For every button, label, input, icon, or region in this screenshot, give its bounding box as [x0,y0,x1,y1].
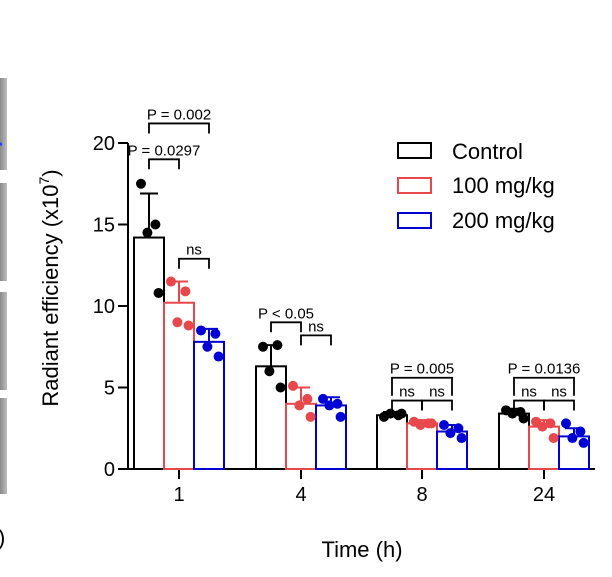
blue-circle-fragment [0,116,3,146]
x-tick-label-4: 4 [295,484,306,506]
significance-bracket [300,334,332,346]
significance-bracket [391,399,423,411]
data-point-100 mg/kg [545,418,556,429]
legend-label-200: 200 mg/kg [452,208,555,233]
data-point-Control [272,340,283,351]
bar-Control-1 [133,236,165,470]
significance-label: ns [429,384,445,401]
legend: Control 100 mg/kg 200 mg/kg [397,139,555,233]
data-point-Control [385,408,396,419]
data-point-200 mg/kg [213,351,224,362]
x-tick-label-8: 8 [416,484,427,506]
data-point-100 mg/kg [426,418,437,429]
x-tick-label-1: 1 [173,484,184,506]
data-point-100 mg/kg [288,380,298,391]
data-point-200 mg/kg [332,398,343,409]
legend-label-100: 100 mg/kg [452,173,555,198]
data-point-100 mg/kg [294,400,305,411]
legend-swatch-control [397,142,432,159]
data-point-200 mg/kg [567,433,578,444]
data-points [136,178,589,448]
significance-bracket [270,321,302,333]
y-axis-label: Radiant efficiency (x107) [36,169,63,406]
significance-bracket [421,399,453,411]
image-panel-strip-3 [0,292,7,390]
data-point-200 mg/kg [561,418,571,429]
data-point-100 mg/kg [548,433,559,444]
data-point-200 mg/kg [202,341,213,352]
significance-label: P = 0.005 [390,361,454,378]
significance-label: P = 0.0136 [508,361,581,378]
data-point-200 mg/kg [456,433,467,444]
significance-bracket [391,376,453,396]
data-point-100 mg/kg [166,276,176,287]
data-point-100 mg/kg [183,320,194,331]
x-tick-label-24: 24 [533,484,555,506]
data-point-200 mg/kg [439,419,449,430]
bars [133,192,590,471]
significance-label: ns [551,384,567,401]
data-point-200 mg/kg [575,426,586,437]
data-point-Control [507,408,518,419]
bar-Control-8 [376,414,408,470]
significance-label: ns [308,318,324,335]
significance-label: P = 0.0297 [128,142,201,159]
y-tick-label-0: 0 [104,459,115,481]
data-point-Control [142,227,153,238]
data-point-Control [136,178,146,189]
bar-200 mg/kg-1 [193,340,225,470]
data-point-Control [396,408,407,419]
cropped-label-fragment: ) [0,525,5,550]
legend-label-control: Control [452,139,523,164]
significance-label: P < 0.05 [258,305,314,322]
data-point-100 mg/kg [172,317,183,328]
data-point-200 mg/kg [445,428,456,439]
x-axis-label: Time (h) [321,537,402,562]
image-panel-strip-1 [0,78,7,170]
data-point-200 mg/kg [453,423,464,434]
data-point-Control [518,413,529,424]
data-point-200 mg/kg [318,393,328,404]
significance-label: ns [399,384,415,401]
y-axis-label-superscript: 7 [36,176,52,184]
legend-swatch-100 [397,177,432,194]
bar-100 mg/kg-8 [406,422,438,470]
significance-bracket [513,376,575,396]
image-panel-strip-4 [0,398,7,494]
data-point-200 mg/kg [335,411,346,422]
significance-label: P = 0.002 [147,106,211,123]
data-point-200 mg/kg [578,437,589,448]
significance-bracket [543,399,575,411]
significance-bracket [148,158,180,170]
y-tick-label-5: 5 [104,378,115,400]
data-point-200 mg/kg [324,400,335,411]
data-point-100 mg/kg [305,411,316,422]
data-point-Control [264,366,275,377]
data-point-Control [275,382,286,393]
data-point-Control [153,287,164,298]
significance-label: ns [186,242,202,259]
y-tick-label-20: 20 [93,133,115,155]
data-point-Control [150,219,161,230]
significance-bracket [148,122,210,134]
y-tick-label-15: 15 [93,215,115,237]
data-point-200 mg/kg [210,328,221,339]
y-tick-label-10: 10 [93,296,115,318]
significance-bracket [178,257,210,269]
data-point-100 mg/kg [415,419,426,430]
data-point-100 mg/kg [537,421,548,432]
legend-swatch-200 [397,212,432,229]
data-point-Control [258,341,268,352]
data-point-100 mg/kg [302,393,313,404]
significance-label: ns [521,384,537,401]
image-panel-strip-2 [0,183,7,281]
bar-100 mg/kg-24 [528,425,560,470]
bar-Control-4 [255,365,287,470]
data-point-100 mg/kg [180,286,191,297]
data-point-200 mg/kg [196,325,206,336]
